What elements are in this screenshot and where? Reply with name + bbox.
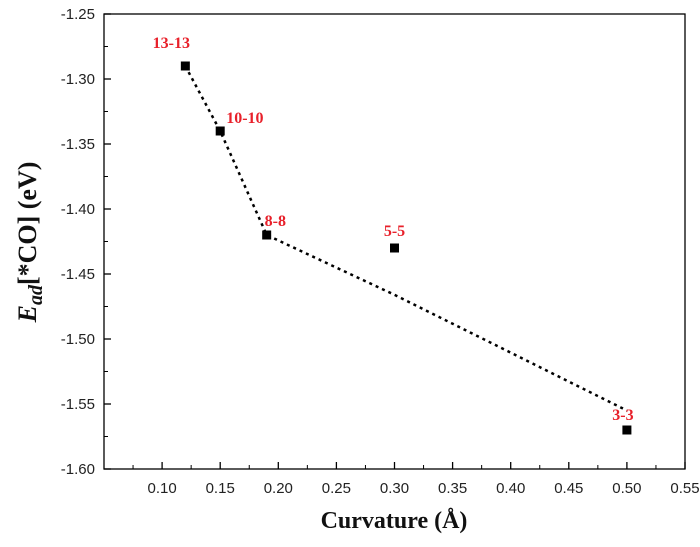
x-tick-label-0: 0.10 <box>147 480 176 497</box>
y-axis-label-sub: ad <box>25 284 47 305</box>
data-point-13-13 <box>180 61 190 71</box>
y-axis-label: Ead[*CO] (eV) <box>13 162 47 324</box>
y-axis-label-main: E <box>13 305 42 323</box>
point-label-5-5: 5-5 <box>384 223 405 240</box>
x-tick-label-8: 0.50 <box>612 480 641 497</box>
data-point-3-3 <box>622 425 632 435</box>
y-tick-label-5: -1.50 <box>61 331 95 348</box>
trend-line <box>184 65 628 412</box>
plot-frame <box>103 13 686 470</box>
y-tick-label-7: -1.60 <box>61 461 95 478</box>
y-tick-label-0: -1.25 <box>61 6 95 23</box>
x-tick-label-7: 0.45 <box>554 480 583 497</box>
x-tick-label-4: 0.30 <box>380 480 409 497</box>
y-tick-label-2: -1.35 <box>61 136 95 153</box>
axis-ticks <box>104 13 686 470</box>
x-tick-label-2: 0.20 <box>264 480 293 497</box>
x-tick-label-3: 0.25 <box>322 480 351 497</box>
data-point-5-5 <box>390 243 399 253</box>
trend-line-path <box>184 65 628 412</box>
data-points <box>180 61 632 435</box>
x-tick-label-1: 0.15 <box>206 480 235 497</box>
point-label-13-13: 13-13 <box>153 35 190 52</box>
x-tick-label-5: 0.35 <box>438 480 467 497</box>
y-tick-label-3: -1.40 <box>61 201 95 218</box>
data-point-10-10 <box>215 126 225 136</box>
y-axis-label-rest: [*CO] (eV) <box>13 162 42 285</box>
x-tick-label-9: 0.55 <box>670 480 699 497</box>
point-label-8-8: 8-8 <box>265 213 286 230</box>
point-labels: 13-13 10-10 8-8 5-5 3-3 <box>153 35 634 424</box>
point-label-10-10: 10-10 <box>226 110 263 127</box>
y-tick-label-1: -1.30 <box>61 71 95 88</box>
point-label-3-3: 3-3 <box>612 407 633 424</box>
y-tick-label-6: -1.55 <box>61 396 95 413</box>
tick-labels: 0.10 0.15 0.20 0.25 0.30 0.35 0.40 0.45 0.50 0.55… <box>61 6 700 497</box>
y-tick-label-4: -1.45 <box>61 266 95 283</box>
data-point-8-8 <box>262 230 272 240</box>
x-axis-label: Curvature (Å) <box>321 508 468 534</box>
x-tick-label-6: 0.40 <box>496 480 525 497</box>
